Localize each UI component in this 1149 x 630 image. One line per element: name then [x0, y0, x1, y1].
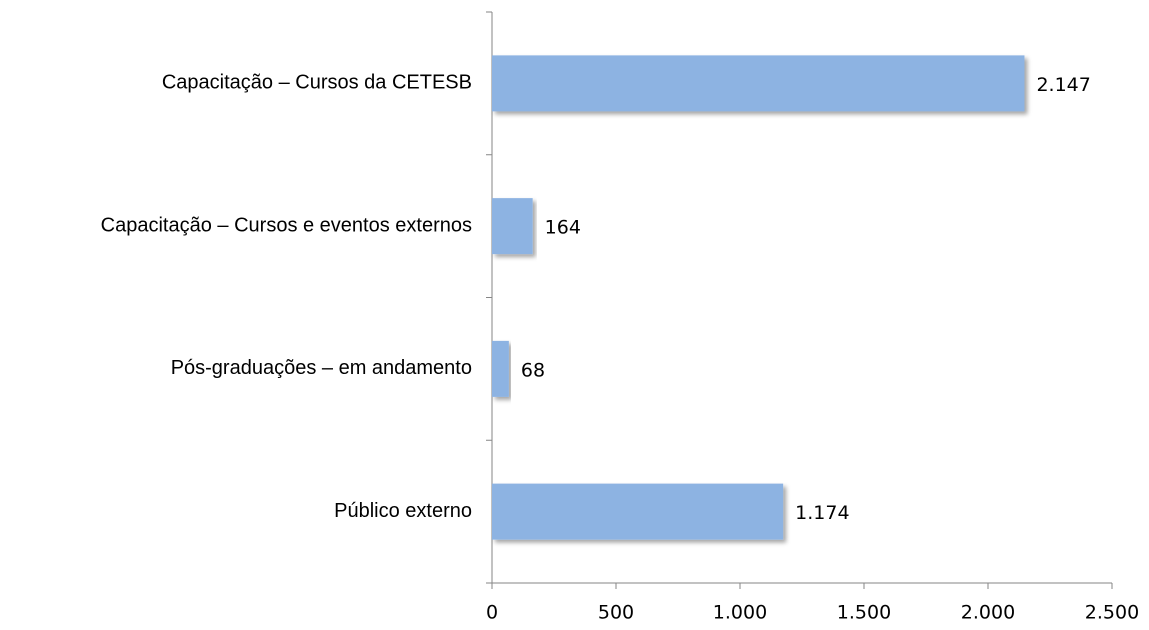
value-label: 68	[521, 359, 545, 381]
x-tick-label: 2.500	[1085, 602, 1139, 624]
bar	[492, 198, 533, 255]
y-tick-label: Público externo	[334, 500, 472, 522]
x-tick-label: 500	[598, 602, 634, 624]
y-tick-label: Capacitação – Cursos e eventos externos	[101, 214, 472, 236]
bar	[492, 483, 784, 540]
x-tick-label: 1.000	[713, 602, 767, 624]
x-tick-label: 1.500	[837, 602, 891, 624]
value-label: 2.147	[1036, 74, 1090, 96]
bar	[492, 340, 509, 397]
value-label: 1.174	[795, 502, 849, 524]
y-tick-label: Capacitação – Cursos da CETESB	[162, 72, 472, 94]
x-tick-label: 2.000	[961, 602, 1015, 624]
x-tick-label: 0	[486, 602, 498, 624]
bar	[492, 55, 1025, 112]
y-tick-label: Pós-graduações – em andamento	[171, 357, 472, 379]
value-label: 164	[545, 217, 581, 239]
